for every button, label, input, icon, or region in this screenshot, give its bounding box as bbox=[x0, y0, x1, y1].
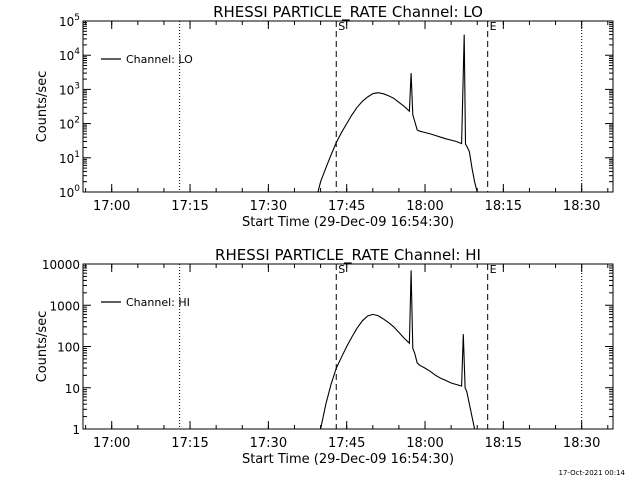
y-tick-mantissa: 10 bbox=[59, 152, 74, 166]
x-tick-label: 18:30 bbox=[563, 199, 600, 214]
y-tick-label: 105 bbox=[59, 13, 80, 29]
y-axis-label: Counts/sec bbox=[35, 311, 50, 383]
x-axis-label: Start Time (29-Dec-09 16:54:30) bbox=[242, 215, 454, 230]
y-tick-exponent: 5 bbox=[74, 13, 80, 23]
y-tick-exponent: 1 bbox=[74, 150, 80, 160]
y-tick-mantissa: 10 bbox=[59, 15, 74, 29]
x-tick-label: 17:00 bbox=[93, 199, 130, 214]
x-axis-label: Start Time (29-Dec-09 16:54:30) bbox=[242, 452, 454, 467]
marker-label: S bbox=[338, 20, 345, 33]
x-tick-label: 18:30 bbox=[563, 436, 600, 451]
series-line bbox=[317, 34, 478, 192]
y-tick-label: 104 bbox=[59, 47, 80, 63]
x-tick-label: 17:30 bbox=[250, 436, 287, 451]
x-tick-label: 18:15 bbox=[485, 199, 522, 214]
x-tick-label: 18:00 bbox=[406, 436, 443, 451]
x-tick-label: 18:15 bbox=[485, 436, 522, 451]
x-tick-label: 17:00 bbox=[93, 436, 130, 451]
x-tick-label: 17:30 bbox=[250, 199, 287, 214]
marker-label: E bbox=[490, 263, 497, 276]
x-tick-label: 17:15 bbox=[171, 436, 208, 451]
series-line bbox=[320, 270, 476, 429]
legend-label: Channel: LO bbox=[126, 53, 193, 66]
y-tick-label: 101 bbox=[59, 150, 80, 166]
y-tick-mantissa: 10 bbox=[59, 49, 74, 63]
x-tick-label: 17:45 bbox=[328, 436, 365, 451]
marker-label: S bbox=[338, 263, 345, 276]
y-tick-label: 102 bbox=[59, 116, 80, 132]
chart-title: RHESSI PARTICLE_RATE Channel: HI bbox=[215, 246, 481, 265]
y-tick-exponent: 4 bbox=[74, 47, 80, 57]
y-tick-exponent: 2 bbox=[74, 116, 80, 126]
y-tick-mantissa: 10 bbox=[59, 186, 74, 200]
y-tick-label: 1 bbox=[72, 423, 80, 437]
y-tick-label: 10 bbox=[65, 382, 80, 396]
footer-timestamp: 17-Oct-2021 00:14 bbox=[559, 469, 626, 477]
x-tick-label: 17:15 bbox=[171, 199, 208, 214]
y-tick-exponent: 3 bbox=[74, 81, 80, 91]
y-tick-exponent: 0 bbox=[74, 184, 80, 194]
y-tick-label: 10000 bbox=[42, 258, 80, 272]
x-tick-label: 17:45 bbox=[328, 199, 365, 214]
legend-label: Channel: HI bbox=[126, 296, 190, 309]
plot-channel-hi: RHESSI PARTICLE_RATE Channel: HI Start Ti… bbox=[35, 246, 614, 467]
plot-frame bbox=[82, 263, 614, 430]
plot-frame bbox=[82, 20, 614, 193]
chart-title: RHESSI PARTICLE_RATE Channel: LO bbox=[213, 3, 483, 22]
y-tick-label: 100 bbox=[57, 341, 80, 355]
y-tick-label: 1000 bbox=[49, 299, 80, 313]
marker-label: E bbox=[490, 20, 497, 33]
y-tick-label: 103 bbox=[59, 81, 80, 97]
y-tick-mantissa: 10 bbox=[59, 118, 74, 132]
plot-channel-lo: RHESSI PARTICLE_RATE Channel: LO Start Ti… bbox=[35, 3, 614, 230]
x-tick-label: 18:00 bbox=[406, 199, 443, 214]
y-tick-label: 100 bbox=[59, 184, 80, 200]
y-tick-mantissa: 10 bbox=[59, 83, 74, 97]
y-axis-label: Counts/sec bbox=[35, 71, 50, 143]
